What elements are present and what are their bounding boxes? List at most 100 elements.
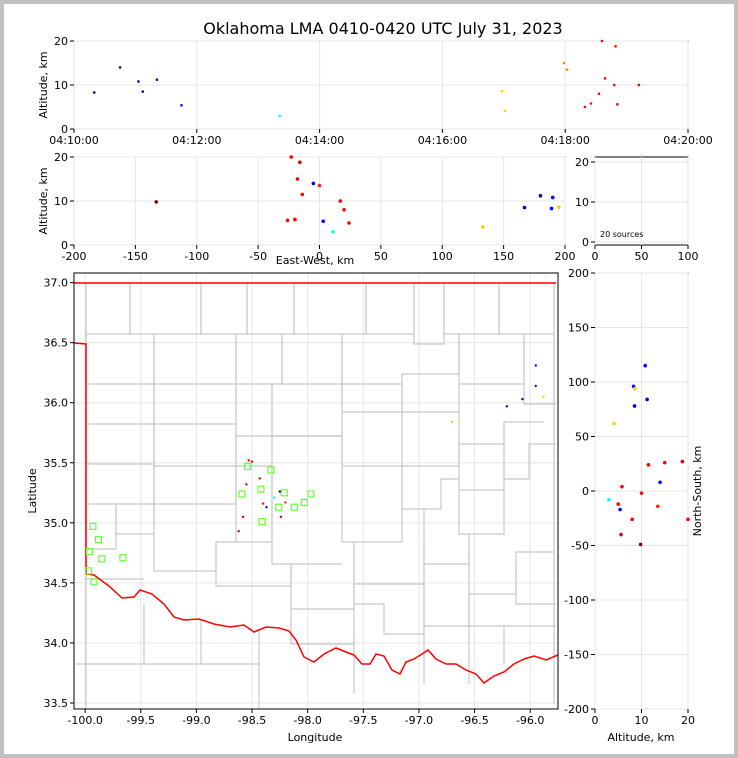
north-south-grid bbox=[594, 272, 689, 710]
plan-view-source bbox=[534, 364, 537, 367]
plan-view-source bbox=[451, 420, 454, 424]
longitude-ticklabel: -100.0 bbox=[67, 714, 102, 727]
time-height-point bbox=[597, 92, 601, 96]
north-south-point bbox=[643, 363, 648, 368]
plan-view-source bbox=[505, 405, 509, 408]
plan-view-source bbox=[542, 395, 545, 398]
state-border bbox=[73, 282, 559, 684]
north-south-point bbox=[662, 460, 667, 465]
county-boundary bbox=[341, 412, 403, 467]
station-square bbox=[98, 555, 106, 563]
histogram-altitude-ticklabel: 10 bbox=[575, 196, 589, 209]
east-west-point bbox=[321, 219, 325, 224]
plan-view-source bbox=[241, 515, 245, 519]
north-south-point bbox=[633, 386, 637, 391]
latitude-ticklabel: 33.5 bbox=[44, 697, 69, 710]
time-height-point bbox=[583, 105, 587, 109]
latitude-ticklabel: 35.0 bbox=[44, 517, 69, 530]
east-west-altitude-ticklabel: 20 bbox=[54, 151, 68, 164]
latitude-ticklabel: 34.0 bbox=[44, 637, 69, 650]
north-south-point bbox=[607, 497, 611, 502]
time-height-point bbox=[600, 39, 604, 43]
lma-figure: Oklahoma LMA 0410-0420 UTC July 31, 2023… bbox=[26, 19, 713, 744]
plan-view-axes bbox=[73, 272, 559, 710]
time-axis-ticklabel: 04:16:00 bbox=[418, 134, 467, 147]
plan-view-source bbox=[521, 397, 524, 401]
time-height-point bbox=[155, 78, 159, 82]
time-height-point bbox=[180, 103, 183, 107]
longitude-ticklabel: -96.0 bbox=[516, 714, 544, 727]
north-south-point bbox=[632, 404, 637, 408]
county-boundary bbox=[523, 334, 556, 405]
station-square bbox=[90, 578, 98, 586]
county-boundary bbox=[503, 422, 556, 480]
east-west-point bbox=[338, 199, 343, 203]
histogram-ticks: 0 50 100 0 10 20 bbox=[575, 156, 699, 263]
station-square bbox=[257, 485, 265, 493]
longitude-ticklabel: -96.5 bbox=[460, 714, 488, 727]
east-west-point bbox=[289, 155, 294, 159]
east-west-point bbox=[300, 192, 305, 197]
longitude-ticklabel: -97.5 bbox=[349, 714, 377, 727]
latitude-ticklabel: 36.0 bbox=[44, 397, 69, 410]
east-west-point bbox=[331, 230, 335, 234]
longitude-ticklabel: -99.5 bbox=[127, 714, 155, 727]
time-height-point bbox=[616, 103, 619, 106]
north-south-point bbox=[655, 504, 660, 509]
east-west-ticklabel: -200 bbox=[62, 250, 87, 263]
county-lines bbox=[76, 283, 556, 709]
county-boundary bbox=[423, 534, 470, 565]
time-axis-ticklabel: 04:14:00 bbox=[295, 134, 344, 147]
north-south-ticklabel: 150 bbox=[568, 322, 589, 335]
plan-view-source bbox=[265, 506, 268, 509]
plan-view-grid bbox=[74, 273, 558, 709]
north-south-ticklabel: -150 bbox=[564, 649, 589, 662]
longitude-ticklabel: -99.0 bbox=[182, 714, 210, 727]
north-south-ylabel: North-South, km bbox=[691, 446, 704, 537]
east-west-ticklabel: 150 bbox=[493, 250, 514, 263]
east-west-point bbox=[347, 221, 351, 225]
north-south-ticklabel: -100 bbox=[564, 594, 589, 607]
latitude-ticklabel: 36.5 bbox=[44, 337, 69, 350]
station-square bbox=[89, 522, 97, 531]
time-height-panel: 04:10:00 04:12:00 04:14:00 04:16:00 04:18:00… bbox=[37, 35, 713, 147]
north-south-ticklabel: 200 bbox=[568, 267, 589, 280]
east-west-altitude-ticklabel: 0 bbox=[61, 239, 68, 252]
station-square bbox=[84, 567, 93, 575]
east-west-ticklabel: -100 bbox=[184, 250, 209, 263]
east-west-ticklabel: -50 bbox=[249, 250, 267, 263]
east-west-point bbox=[522, 205, 527, 210]
plan-view-xlabel: Longitude bbox=[288, 731, 343, 744]
oklahoma-border bbox=[73, 282, 559, 684]
east-west-ticklabel: 100 bbox=[432, 250, 453, 263]
histogram-grid bbox=[594, 157, 689, 245]
plan-view-panel: -100.0 -99.5 -99.0 -98.5 -98.0 -97.5 -97.0 -96.… bbox=[26, 272, 559, 744]
histogram-count-ticklabel: 100 bbox=[678, 250, 699, 263]
plan-view-source bbox=[247, 459, 250, 462]
time-height-point bbox=[613, 83, 616, 87]
figure-frame: Oklahoma LMA 0410-0420 UTC July 31, 2023… bbox=[4, 4, 734, 754]
north-south-ticklabel: 100 bbox=[568, 376, 589, 389]
time-height-grid bbox=[73, 40, 689, 130]
time-axis-ticklabel: 04:18:00 bbox=[540, 134, 589, 147]
station-square bbox=[119, 554, 127, 562]
county-boundary bbox=[498, 283, 554, 335]
east-west-ticklabel: -150 bbox=[123, 250, 148, 263]
plan-view-ticks: -100.0 -99.5 -99.0 -98.5 -98.0 -97.5 -97.0 -96.… bbox=[44, 277, 545, 727]
plan-view-source bbox=[261, 502, 265, 505]
county-boundary bbox=[290, 609, 355, 645]
east-west-point bbox=[295, 177, 300, 181]
station-markers bbox=[84, 462, 315, 586]
north-south-altitude-ticklabel: 10 bbox=[635, 714, 649, 727]
east-west-point bbox=[317, 183, 322, 188]
longitude-ticklabel: -97.0 bbox=[405, 714, 433, 727]
longitude-ticklabel: -98.0 bbox=[293, 714, 321, 727]
north-south-point bbox=[616, 502, 621, 506]
east-west-ylabel: Altitude, km bbox=[37, 167, 50, 234]
time-height-point bbox=[503, 109, 507, 113]
east-west-ticklabel: 0 bbox=[316, 250, 323, 263]
north-south-points bbox=[607, 363, 690, 547]
north-south-point bbox=[646, 463, 651, 467]
plan-view-sources bbox=[237, 364, 545, 533]
county-boundary bbox=[271, 466, 342, 565]
